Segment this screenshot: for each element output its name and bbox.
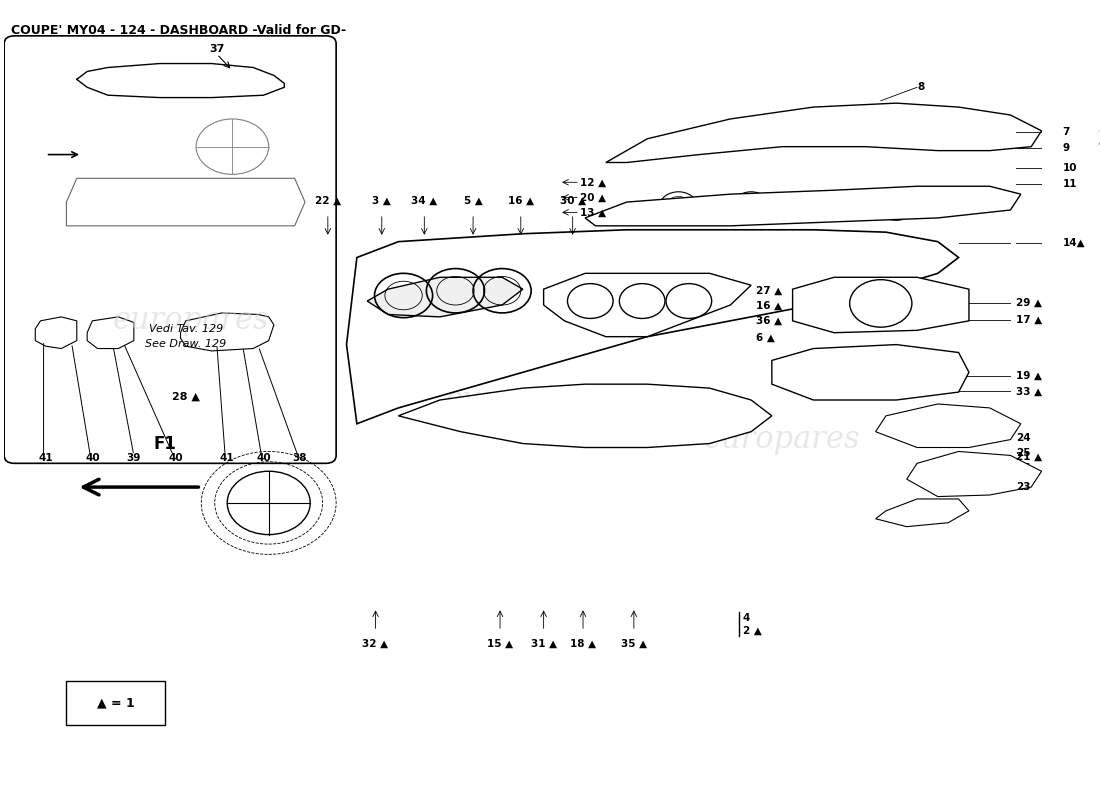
Text: 14▲: 14▲ <box>1063 238 1085 248</box>
Text: 25: 25 <box>1015 448 1030 458</box>
FancyArrowPatch shape <box>87 478 198 495</box>
Text: 6 ▲: 6 ▲ <box>757 334 776 343</box>
Text: 21 ▲: 21 ▲ <box>1015 452 1042 462</box>
Text: 2 ▲: 2 ▲ <box>742 626 761 636</box>
Text: F1: F1 <box>154 434 176 453</box>
Polygon shape <box>346 230 958 424</box>
Text: 28 ▲: 28 ▲ <box>172 392 199 402</box>
Text: 10: 10 <box>1063 163 1077 173</box>
FancyBboxPatch shape <box>801 110 888 133</box>
Text: 38: 38 <box>293 453 307 462</box>
Text: 3 ▲: 3 ▲ <box>372 196 392 206</box>
Text: 16 ▲: 16 ▲ <box>508 196 534 206</box>
Text: 7: 7 <box>1063 127 1069 138</box>
Text: 41: 41 <box>39 453 53 462</box>
Text: 8: 8 <box>917 82 924 92</box>
Text: europares: europares <box>704 424 860 455</box>
Text: 29 ▲: 29 ▲ <box>1015 298 1042 308</box>
Text: europares: europares <box>112 306 270 336</box>
FancyArrowPatch shape <box>85 480 198 494</box>
Text: 35 ▲: 35 ▲ <box>620 639 647 649</box>
Polygon shape <box>876 499 969 526</box>
Text: 37: 37 <box>209 44 224 54</box>
Text: 40: 40 <box>168 453 183 462</box>
Text: 32 ▲: 32 ▲ <box>363 639 388 649</box>
Text: 23: 23 <box>1015 482 1030 492</box>
Text: 40: 40 <box>256 453 271 462</box>
Text: 31 ▲: 31 ▲ <box>530 639 557 649</box>
Text: 27 ▲: 27 ▲ <box>757 286 782 296</box>
Polygon shape <box>35 317 77 349</box>
Text: ▲ = 1: ▲ = 1 <box>97 696 135 709</box>
FancyBboxPatch shape <box>66 681 165 725</box>
Polygon shape <box>367 278 522 317</box>
Text: COUPE' MY04 - 124 - DASHBOARD -Valid for GD-: COUPE' MY04 - 124 - DASHBOARD -Valid for… <box>11 24 346 37</box>
Text: 11: 11 <box>1063 179 1077 189</box>
Text: 15 ▲: 15 ▲ <box>487 639 513 649</box>
Text: Vedi Tav. 129
See Draw. 129: Vedi Tav. 129 See Draw. 129 <box>145 324 227 349</box>
FancyBboxPatch shape <box>4 36 337 463</box>
Polygon shape <box>906 451 1042 497</box>
Text: 40: 40 <box>85 453 100 462</box>
Text: 19 ▲: 19 ▲ <box>1015 371 1042 382</box>
Text: 34 ▲: 34 ▲ <box>411 196 438 206</box>
Text: 12 ▲: 12 ▲ <box>580 178 606 187</box>
Polygon shape <box>543 274 751 337</box>
Polygon shape <box>876 404 1021 447</box>
Text: 20 ▲: 20 ▲ <box>580 192 606 202</box>
Text: 5 ▲: 5 ▲ <box>463 196 483 206</box>
Text: 7
9: 7 9 <box>1099 130 1100 151</box>
Text: 41: 41 <box>220 453 234 462</box>
Text: europares: europares <box>444 385 601 415</box>
Text: 30 ▲: 30 ▲ <box>560 196 585 206</box>
Text: 17 ▲: 17 ▲ <box>1015 315 1042 325</box>
Polygon shape <box>87 317 134 349</box>
Text: 33 ▲: 33 ▲ <box>1015 386 1042 396</box>
Text: 9: 9 <box>1063 143 1069 154</box>
Polygon shape <box>793 278 969 333</box>
Polygon shape <box>772 345 969 400</box>
Text: 13 ▲: 13 ▲ <box>580 207 606 218</box>
Text: 39: 39 <box>126 453 141 462</box>
Text: 4: 4 <box>742 613 750 622</box>
Text: 36 ▲: 36 ▲ <box>757 316 782 326</box>
Text: 16 ▲: 16 ▲ <box>757 301 782 310</box>
Text: 18 ▲: 18 ▲ <box>570 639 596 649</box>
Polygon shape <box>180 313 274 351</box>
Polygon shape <box>585 186 1021 226</box>
Text: 26: 26 <box>1015 463 1030 473</box>
Text: 24: 24 <box>1015 433 1031 443</box>
FancyArrowPatch shape <box>84 479 198 495</box>
Polygon shape <box>606 103 1042 162</box>
Polygon shape <box>398 384 772 447</box>
Text: 22 ▲: 22 ▲ <box>315 196 341 206</box>
